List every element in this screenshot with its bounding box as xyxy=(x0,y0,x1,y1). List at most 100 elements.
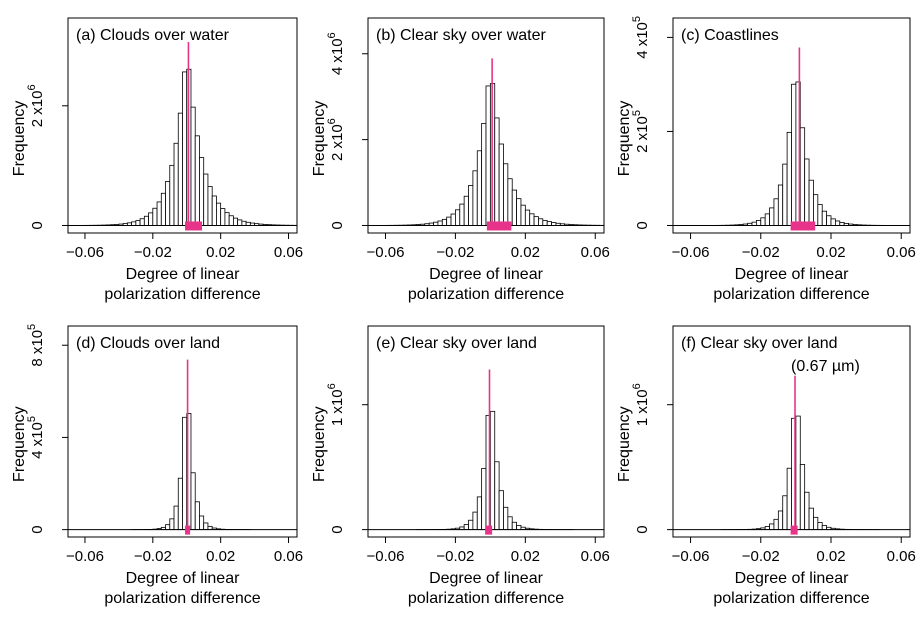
x-tick-label: −0.06 xyxy=(366,548,404,565)
histogram-bar xyxy=(173,142,179,226)
histogram-bar xyxy=(216,202,222,226)
x-axis-title-line2: polarization difference xyxy=(104,590,260,607)
histogram-bar xyxy=(769,523,775,531)
x-axis-title-line2: polarization difference xyxy=(408,286,564,303)
histogram-bar xyxy=(773,198,779,226)
histogram-bar xyxy=(799,127,806,226)
histogram-bar xyxy=(529,213,535,226)
histogram-bar xyxy=(511,189,517,226)
histogram-bar xyxy=(520,204,526,226)
histogram-bar xyxy=(156,201,162,226)
histogram-bar xyxy=(821,210,828,226)
x-tick-label: 0.02 xyxy=(206,548,235,565)
x-axis-title-line1: Degree of linear xyxy=(735,266,850,283)
interval-band xyxy=(790,221,816,231)
histogram-bar xyxy=(498,490,504,531)
histogram-bar xyxy=(777,510,784,531)
histogram-bar xyxy=(494,461,500,531)
interval-band xyxy=(185,221,203,231)
histogram-bar xyxy=(165,181,171,226)
histogram-bar xyxy=(773,518,779,531)
interval-band xyxy=(486,221,512,231)
histogram-bar xyxy=(232,217,239,226)
histogram-bar xyxy=(542,220,548,226)
panel-b: −0.06 −0.02 0.02 0.06 0 2 x106 4 x106 Frequency… xyxy=(311,17,610,303)
histogram-bar xyxy=(511,521,517,531)
x-tick-label: 0.06 xyxy=(274,244,303,261)
histogram-bar xyxy=(165,524,171,531)
y-tick-label: 1 x106 xyxy=(631,383,651,426)
interval-band xyxy=(185,525,191,535)
y-tick-label: 8 x105 xyxy=(26,324,46,367)
histogram-bar xyxy=(194,501,200,531)
histogram-bar xyxy=(782,495,788,531)
histogram-bar xyxy=(228,215,234,226)
x-tick-label: −0.02 xyxy=(742,548,780,565)
histogram-bar xyxy=(830,218,836,226)
y-tick-label: 4 x105 xyxy=(631,16,651,59)
panel-title: (e) Clear sky over land xyxy=(376,335,537,352)
y-axis-title: Frequency xyxy=(311,406,328,482)
histogram-bar xyxy=(194,135,200,226)
histogram-bar xyxy=(437,220,443,226)
x-tick-label: −0.02 xyxy=(134,244,172,261)
panel-title: (d) Clouds over land xyxy=(76,335,220,352)
plot-frame xyxy=(67,325,298,538)
histogram-bar xyxy=(446,216,452,226)
y-tick-label: 0 xyxy=(329,525,346,533)
x-tick-label: −0.06 xyxy=(672,244,710,261)
panel-title: (c) Coastlines xyxy=(681,27,779,44)
y-tick-label: 0 xyxy=(29,221,46,229)
y-axis-title: Frequency xyxy=(11,406,28,482)
y-axis-title: Frequency xyxy=(311,101,328,177)
histogram-bar xyxy=(203,522,209,531)
histogram-bar xyxy=(472,511,478,531)
histogram-bar xyxy=(804,158,810,226)
histogram-bar xyxy=(516,525,522,531)
histogram-bar xyxy=(177,112,183,226)
plot-frame xyxy=(367,17,605,234)
panel-d: −0.06 −0.02 0.02 0.06 0 4 x105 8 x105 Frequency… xyxy=(11,324,303,607)
histogram-bar xyxy=(169,518,175,531)
x-tick-label: −0.02 xyxy=(436,244,474,261)
y-axis-title: Frequency xyxy=(616,101,633,177)
x-axis-title-line2: polarization difference xyxy=(713,590,869,607)
x-tick-label: 0.06 xyxy=(887,548,916,565)
histogram-bar xyxy=(211,195,217,226)
histogram-bar xyxy=(533,216,539,226)
histogram-bars xyxy=(68,41,297,231)
histogram-bar xyxy=(476,150,483,226)
histogram-bar xyxy=(173,505,179,531)
y-tick-label: 0 xyxy=(29,525,46,533)
x-tick-label: 0.02 xyxy=(511,548,540,565)
x-tick-label: −0.06 xyxy=(66,244,104,261)
x-tick-label: −0.06 xyxy=(366,244,404,261)
histogram-bar xyxy=(769,207,775,226)
x-tick-label: 0.06 xyxy=(887,244,916,261)
histogram-bar xyxy=(786,467,792,531)
histogram-bar xyxy=(199,515,205,531)
histogram-bar xyxy=(516,198,522,226)
histogram-bar xyxy=(538,218,544,226)
x-axis-title-line1: Degree of linear xyxy=(126,266,241,283)
y-tick-label: 0 xyxy=(329,221,346,229)
histogram-bar xyxy=(755,220,762,226)
histogram-bar xyxy=(160,192,166,226)
histogram-bar xyxy=(441,218,448,226)
histogram-bar xyxy=(764,213,770,226)
plot-frame xyxy=(367,325,605,538)
panel-subtitle: (0.67 µm) xyxy=(791,358,860,375)
x-axis-title-line2: polarization difference xyxy=(408,590,564,607)
panel-title: (f) Clear sky over land xyxy=(681,335,838,352)
histogram-bar xyxy=(463,524,469,531)
histogram-bar xyxy=(760,217,766,226)
x-tick-label: 0.02 xyxy=(206,244,235,261)
x-tick-label: −0.02 xyxy=(436,548,474,565)
histogram-bar xyxy=(476,496,483,531)
x-tick-label: 0.06 xyxy=(581,548,610,565)
histogram-bar xyxy=(813,516,819,531)
y-axis-title: Frequency xyxy=(616,406,633,482)
interval-band xyxy=(485,525,493,535)
